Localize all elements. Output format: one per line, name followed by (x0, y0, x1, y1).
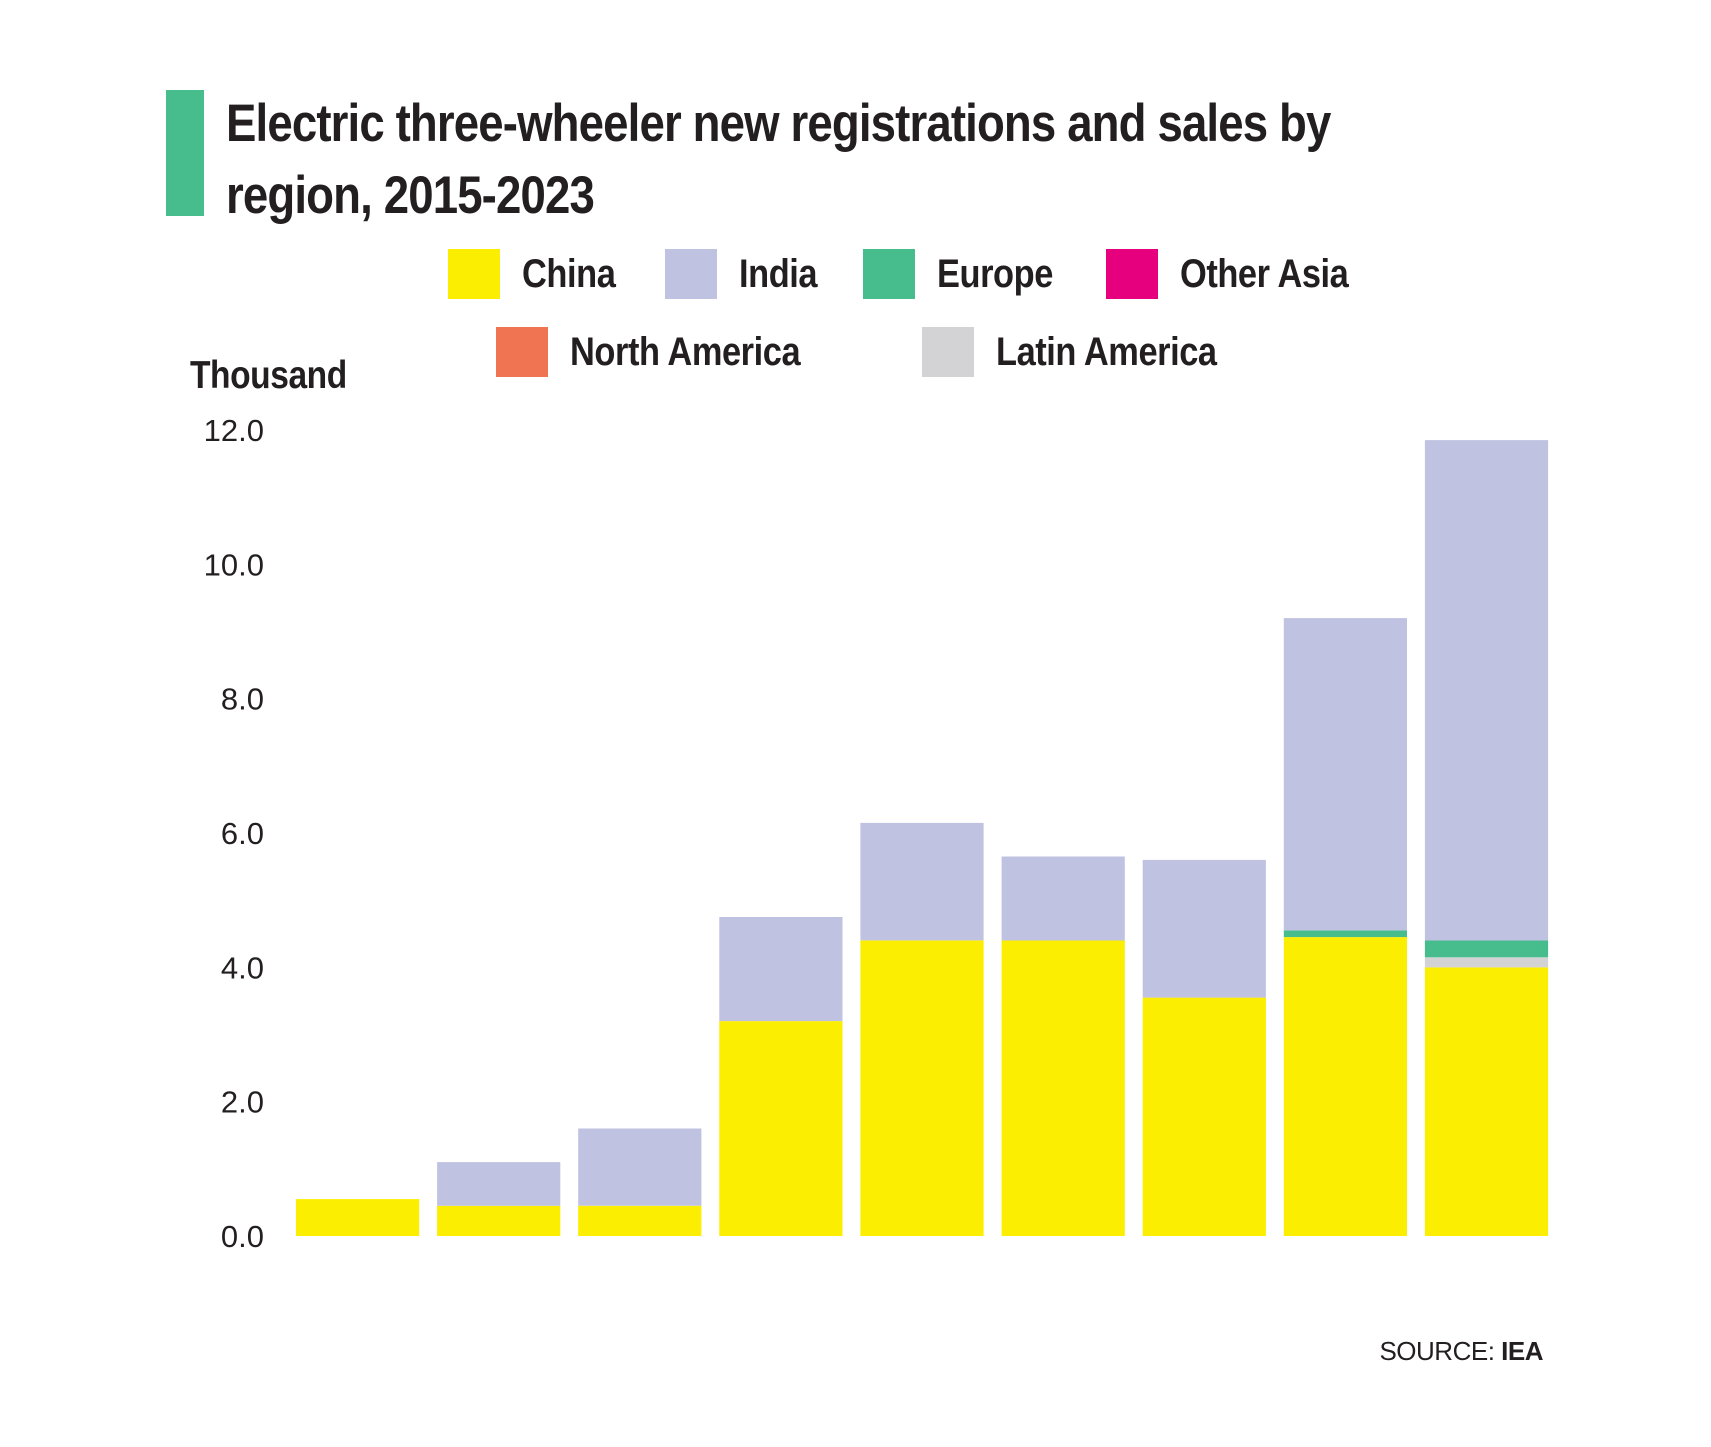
bar-segment-china-2018 (719, 1021, 843, 1236)
legend-row-1: China India Europe Other Asia (448, 249, 1410, 299)
legend-label: China (522, 251, 616, 296)
legend-swatch (496, 327, 548, 377)
bar-segment-china-2023 (1424, 967, 1549, 1236)
bar-segment-india-2021 (1142, 859, 1266, 998)
bar-segment-china-2020 (1001, 940, 1125, 1236)
bar-segment-china-2019 (860, 940, 984, 1236)
bar-segment-india-2018 (719, 917, 843, 1022)
legend-item-other-asia: Other Asia (1106, 249, 1376, 299)
legend-label: Other Asia (1180, 251, 1349, 296)
legend-item-north-america: North America (496, 327, 838, 377)
legend-swatch (448, 249, 500, 299)
bar-segment-india-2016 (437, 1162, 561, 1206)
legend-row-2: North America Latin America (496, 327, 1286, 377)
bar-segment-india-2023 (1424, 440, 1549, 941)
bar-segment-india-2022 (1283, 618, 1407, 931)
y-tick-label: 0.0 (221, 1219, 264, 1254)
bar-segment-china-2021 (1142, 997, 1266, 1236)
y-tick-label: 6.0 (221, 816, 264, 851)
legend-label: India (738, 251, 818, 296)
title-accent-bar (166, 90, 204, 216)
bar-segment-india-2019 (860, 822, 984, 941)
bar-segment-latin-america-2023 (1424, 957, 1549, 968)
legend-label: Europe (937, 251, 1054, 296)
legend-item-china: China (448, 249, 631, 299)
legend-label: Latin America (995, 329, 1217, 374)
legend-item-india: India (664, 249, 830, 299)
source-name: IEA (1501, 1336, 1543, 1366)
legend-label: North America (570, 329, 801, 374)
chart-title: Electric three-wheeler new registrations… (226, 94, 1331, 225)
legend-swatch (664, 249, 717, 299)
y-tick-label: 2.0 (221, 1085, 264, 1120)
legend-item-europe: Europe (863, 249, 1072, 299)
bar-segment-china-2016 (437, 1205, 561, 1236)
bar-segment-europe-2023 (1424, 940, 1549, 958)
bar-segment-china-2015 (296, 1199, 420, 1236)
bar-segment-china-2022 (1283, 937, 1407, 1236)
legend-swatch (863, 249, 916, 299)
source-prefix: SOURCE: (1379, 1336, 1495, 1366)
y-tick-label: 10.0 (204, 547, 264, 582)
source-note: SOURCE: IEA (1379, 1336, 1543, 1367)
legend-item-latin-america: Latin America (921, 327, 1253, 377)
y-axis-unit-label: Thousand (190, 354, 347, 397)
bar-segment-india-2017 (578, 1128, 702, 1206)
y-tick-label: 8.0 (221, 682, 264, 717)
legend-swatch (921, 327, 974, 377)
y-tick-label: 4.0 (221, 950, 264, 985)
legend-swatch (1106, 249, 1159, 299)
bar-segment-europe-2022 (1283, 930, 1407, 938)
y-tick-label: 12.0 (204, 413, 264, 448)
bar-segment-india-2020 (1001, 856, 1125, 941)
bar-segment-china-2017 (578, 1205, 702, 1236)
